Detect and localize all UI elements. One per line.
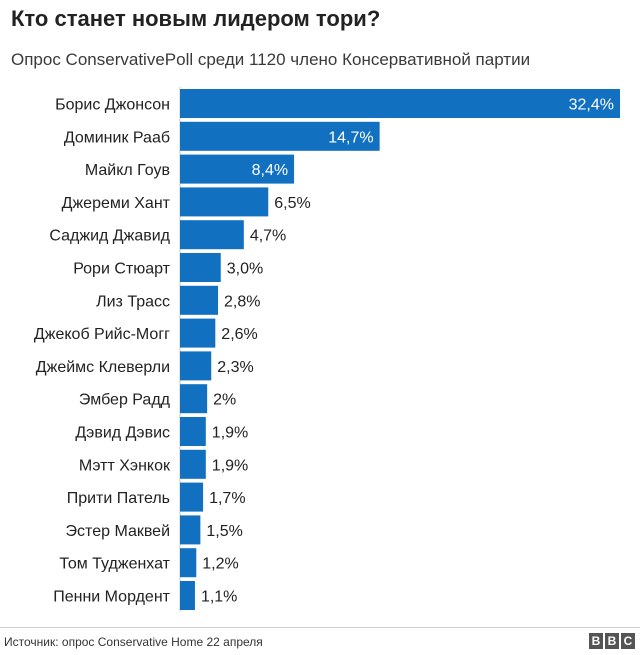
category-label: Борис Джонсон — [55, 97, 170, 114]
value-label: 2,3% — [217, 359, 253, 376]
bar — [180, 121, 380, 151]
chart-subtitle: Опрос ConservativePoll среди 1120 члено … — [11, 50, 531, 69]
category-label: Джеймс Клеверли — [36, 359, 170, 376]
bar — [180, 351, 212, 381]
bbc-logo: B B C — [589, 633, 635, 649]
bbc-logo-letter: B — [605, 633, 619, 649]
bar — [180, 384, 208, 414]
category-label: Пенни Мордент — [53, 589, 170, 606]
value-label: 4,7% — [250, 228, 286, 245]
bbc-logo-letter: B — [589, 633, 603, 649]
bar-chart: Борис Джонсон 32,4% Доминик Рааб 14,7% Майкл… — [34, 87, 620, 612]
value-label: 2,6% — [221, 326, 257, 343]
bar — [180, 220, 244, 250]
value-label: 3,0% — [227, 261, 263, 278]
category-label: Лиз Трасс — [96, 293, 170, 310]
category-label: Майкл Гоув — [85, 162, 170, 179]
category-label: Саджид Джавид — [49, 228, 170, 245]
bbc-logo-letter: C — [621, 633, 635, 649]
value-label: 1,2% — [202, 556, 238, 573]
bar — [180, 515, 201, 545]
value-label: 14,7% — [328, 129, 373, 146]
bar — [180, 417, 206, 446]
chart-title: Кто станет новым лидером тори? — [11, 6, 381, 31]
bar — [180, 449, 206, 479]
category-label: Дэвид Дэвис — [75, 425, 170, 442]
category-label: Рори Стюарт — [73, 261, 170, 278]
value-label: 8,4% — [252, 162, 288, 179]
category-label: Том Тудженхат — [59, 556, 170, 573]
category-label: Джереми Хант — [62, 195, 171, 212]
category-label: Доминик Рааб — [64, 129, 170, 146]
bar — [180, 253, 221, 282]
bar — [180, 482, 204, 512]
value-label: 1,1% — [201, 589, 237, 606]
value-label: 2,8% — [224, 293, 260, 310]
bar — [180, 89, 620, 118]
value-label: 1,9% — [212, 425, 248, 442]
bar — [180, 581, 195, 610]
value-label: 1,9% — [212, 457, 248, 474]
bar — [180, 285, 219, 315]
value-label: 1,5% — [206, 523, 242, 540]
value-label: 6,5% — [274, 195, 310, 212]
footer-divider — [0, 627, 640, 628]
bar — [180, 548, 197, 578]
category-label: Джекоб Рийс-Могг — [34, 326, 170, 343]
bar — [180, 154, 295, 184]
source-note: Источник: опрос Conservative Home 22 апр… — [4, 635, 263, 649]
value-label: 2% — [213, 392, 236, 409]
value-label: 32,4% — [569, 97, 614, 114]
category-label: Эстер Маквей — [66, 523, 170, 540]
bar — [180, 187, 269, 217]
category-label: Прити Патель — [67, 490, 170, 507]
bar — [180, 318, 216, 348]
category-label: Мэтт Хэнкок — [79, 457, 171, 474]
value-label: 1,7% — [209, 490, 245, 507]
category-label: Эмбер Радд — [79, 392, 171, 409]
